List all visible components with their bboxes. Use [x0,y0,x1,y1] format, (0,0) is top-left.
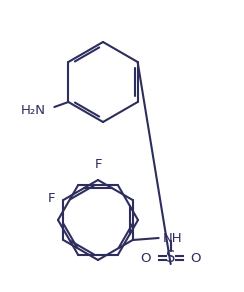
Text: F: F [48,192,55,204]
Text: O: O [140,251,151,265]
Text: O: O [191,251,201,265]
Text: S: S [166,251,175,265]
Text: NH: NH [163,232,182,244]
Text: F: F [94,158,102,171]
Text: H₂N: H₂N [20,103,45,117]
